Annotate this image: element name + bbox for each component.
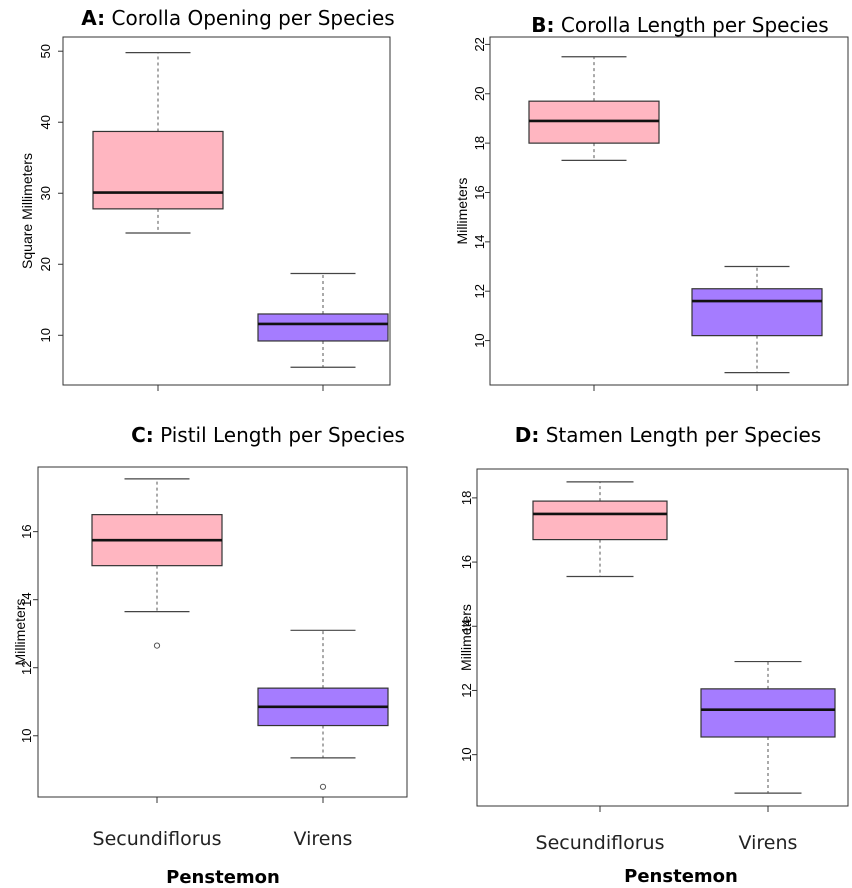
box-virens — [691, 265, 823, 374]
outlier-point — [319, 783, 327, 790]
y-tick-label: 50 — [38, 44, 53, 58]
outlier-point — [153, 642, 161, 649]
chart-title-prefix: B: — [531, 13, 554, 37]
y-tick-label: 18 — [472, 136, 487, 150]
box-secundiflorus — [532, 481, 668, 578]
iqr-box — [257, 313, 389, 342]
panel-b: B: Corolla Length per Species Millimeters… — [454, 13, 849, 391]
iqr-box — [532, 500, 668, 541]
y-tick-label: 14 — [459, 619, 474, 633]
box-secundiflorus — [91, 478, 223, 649]
y-axis-label: Millimeters — [12, 599, 28, 666]
chart-title-text: Stamen Length per Species — [539, 423, 821, 447]
y-tick-label: 22 — [472, 37, 487, 51]
chart-title: B: Corolla Length per Species — [531, 13, 828, 37]
plot-frame — [37, 466, 408, 798]
y-tick-label: 14 — [19, 592, 34, 606]
chart-title-prefix: A: — [81, 6, 105, 30]
y-tick-label: 16 — [459, 555, 474, 569]
y-tick-label: 14 — [472, 235, 487, 249]
y-tick-label: 20 — [472, 87, 487, 101]
iqr-box — [700, 688, 836, 738]
iqr-box — [92, 130, 224, 210]
chart-title: A: Corolla Opening per Species — [81, 6, 394, 30]
panel-c: C: Pistil Length per SpeciesMillimeters1… — [12, 423, 408, 888]
chart-title-text: Pistil Length per Species — [154, 423, 405, 447]
chart-title-text: Corolla Length per Species — [555, 13, 829, 37]
y-tick-label: 12 — [472, 284, 487, 298]
category-label: Virens — [739, 832, 798, 854]
chart-title: C: Pistil Length per Species — [131, 423, 405, 447]
box-secundiflorus — [528, 56, 660, 162]
chart-title-text: Corolla Opening per Species — [105, 6, 395, 30]
y-tick-label: 30 — [38, 186, 53, 200]
category-label: Virens — [294, 828, 353, 850]
y-axis-label: Millimeters — [458, 604, 474, 671]
chart-title: D: Stamen Length per Species — [515, 423, 821, 447]
plot-frame — [476, 468, 849, 807]
y-axis-label: Square Millimeters — [19, 153, 35, 269]
plot-frame — [489, 36, 849, 386]
y-tick-label: 10 — [19, 729, 34, 743]
iqr-box — [691, 288, 823, 337]
y-tick-label: 10 — [459, 747, 474, 761]
x-axis-label: Penstemon — [624, 866, 738, 887]
y-tick-label: 10 — [472, 333, 487, 347]
x-axis-label: Penstemon — [166, 867, 280, 888]
box-virens — [257, 629, 389, 790]
y-axis-label: Millimeters — [454, 178, 470, 245]
y-tick-label: 12 — [459, 683, 474, 697]
chart-title-prefix: C: — [131, 423, 154, 447]
y-tick-label: 16 — [472, 185, 487, 199]
box-secundiflorus — [92, 52, 224, 234]
chart-title-prefix: D: — [515, 423, 540, 447]
box-virens — [257, 272, 389, 368]
y-tick-label: 20 — [38, 257, 53, 271]
category-label: Secundiflorus — [536, 832, 665, 854]
panel-d: D: Stamen Length per SpeciesMillimeters1… — [458, 423, 849, 887]
category-label: Secundiflorus — [93, 828, 222, 850]
box-virens — [700, 660, 836, 794]
y-tick-label: 18 — [459, 491, 474, 505]
panel-a: A: Corolla Opening per Species Square Mil… — [19, 6, 395, 391]
y-tick-label: 16 — [19, 524, 34, 538]
y-tick-label: 40 — [38, 115, 53, 129]
plot-frame — [62, 36, 391, 386]
y-tick-label: 10 — [38, 328, 53, 342]
y-tick-label: 12 — [19, 660, 34, 674]
